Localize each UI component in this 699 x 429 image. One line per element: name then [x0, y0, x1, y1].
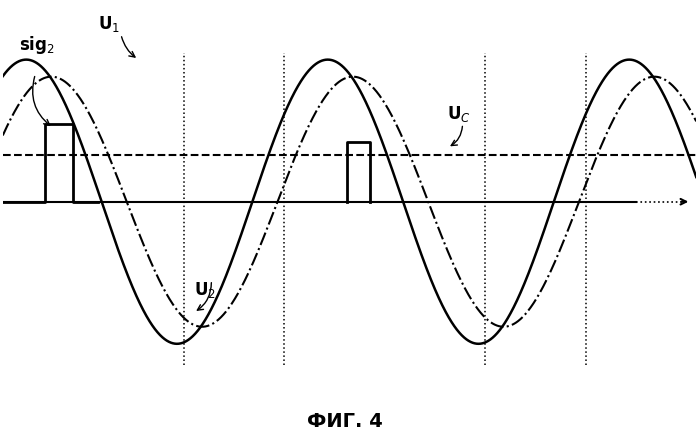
Text: ФИГ. 4: ФИГ. 4	[307, 412, 382, 429]
Text: U$_2$: U$_2$	[194, 280, 216, 300]
Text: U$_1$: U$_1$	[99, 14, 120, 34]
Text: U$_C$: U$_C$	[447, 104, 471, 124]
Text: sig$_2$: sig$_2$	[19, 34, 55, 56]
